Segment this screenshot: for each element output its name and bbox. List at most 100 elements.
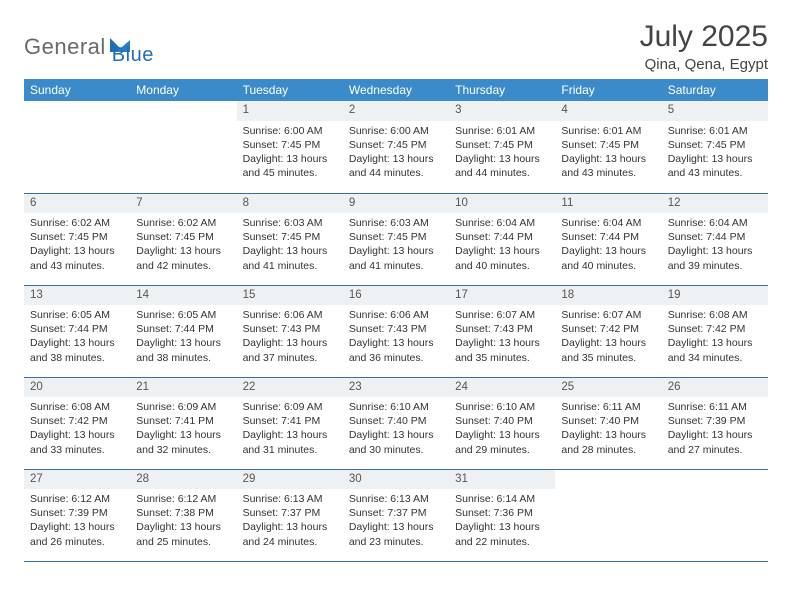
day-details: Sunrise: 6:06 AMSunset: 7:43 PMDaylight:… — [343, 305, 449, 369]
day-details: Sunrise: 6:07 AMSunset: 7:42 PMDaylight:… — [555, 305, 661, 369]
day-number: 21 — [130, 378, 236, 398]
day-number: 13 — [24, 286, 130, 306]
day-details: Sunrise: 6:03 AMSunset: 7:45 PMDaylight:… — [343, 213, 449, 277]
location: Qina, Qena, Egypt — [640, 56, 768, 73]
day-details: Sunrise: 6:04 AMSunset: 7:44 PMDaylight:… — [555, 213, 661, 277]
day-number: 16 — [343, 286, 449, 306]
day-number: 29 — [237, 470, 343, 490]
calendar-day-cell — [662, 469, 768, 561]
day-number: 4 — [555, 101, 661, 121]
day-details: Sunrise: 6:07 AMSunset: 7:43 PMDaylight:… — [449, 305, 555, 369]
calendar-week-row: 27Sunrise: 6:12 AMSunset: 7:39 PMDayligh… — [24, 469, 768, 561]
calendar-day-cell: 29Sunrise: 6:13 AMSunset: 7:37 PMDayligh… — [237, 469, 343, 561]
calendar-day-cell — [24, 101, 130, 193]
day-number: 9 — [343, 194, 449, 214]
day-details: Sunrise: 6:13 AMSunset: 7:37 PMDaylight:… — [237, 489, 343, 553]
calendar-day-cell: 26Sunrise: 6:11 AMSunset: 7:39 PMDayligh… — [662, 377, 768, 469]
day-details: Sunrise: 6:08 AMSunset: 7:42 PMDaylight:… — [24, 397, 130, 461]
day-details: Sunrise: 6:00 AMSunset: 7:45 PMDaylight:… — [343, 121, 449, 185]
day-header: Sunday — [24, 79, 130, 101]
day-number: 18 — [555, 286, 661, 306]
day-details: Sunrise: 6:06 AMSunset: 7:43 PMDaylight:… — [237, 305, 343, 369]
day-details: Sunrise: 6:12 AMSunset: 7:39 PMDaylight:… — [24, 489, 130, 553]
calendar-day-cell: 19Sunrise: 6:08 AMSunset: 7:42 PMDayligh… — [662, 285, 768, 377]
calendar-day-cell — [130, 101, 236, 193]
calendar-table: SundayMondayTuesdayWednesdayThursdayFrid… — [24, 79, 768, 562]
day-details: Sunrise: 6:10 AMSunset: 7:40 PMDaylight:… — [449, 397, 555, 461]
day-number: 14 — [130, 286, 236, 306]
page-title: July 2025 — [640, 20, 768, 54]
day-header-row: SundayMondayTuesdayWednesdayThursdayFrid… — [24, 79, 768, 101]
day-details: Sunrise: 6:04 AMSunset: 7:44 PMDaylight:… — [662, 213, 768, 277]
calendar-day-cell: 4Sunrise: 6:01 AMSunset: 7:45 PMDaylight… — [555, 101, 661, 193]
calendar-day-cell: 1Sunrise: 6:00 AMSunset: 7:45 PMDaylight… — [237, 101, 343, 193]
day-details: Sunrise: 6:01 AMSunset: 7:45 PMDaylight:… — [662, 121, 768, 185]
day-number: 10 — [449, 194, 555, 214]
day-number: 11 — [555, 194, 661, 214]
day-details: Sunrise: 6:02 AMSunset: 7:45 PMDaylight:… — [24, 213, 130, 277]
day-header: Wednesday — [343, 79, 449, 101]
day-details: Sunrise: 6:09 AMSunset: 7:41 PMDaylight:… — [237, 397, 343, 461]
day-number: 23 — [343, 378, 449, 398]
day-number: 19 — [662, 286, 768, 306]
calendar-day-cell: 23Sunrise: 6:10 AMSunset: 7:40 PMDayligh… — [343, 377, 449, 469]
calendar-day-cell: 2Sunrise: 6:00 AMSunset: 7:45 PMDaylight… — [343, 101, 449, 193]
calendar-day-cell: 27Sunrise: 6:12 AMSunset: 7:39 PMDayligh… — [24, 469, 130, 561]
calendar-day-cell: 17Sunrise: 6:07 AMSunset: 7:43 PMDayligh… — [449, 285, 555, 377]
day-number: 24 — [449, 378, 555, 398]
day-number: 12 — [662, 194, 768, 214]
calendar-day-cell: 31Sunrise: 6:14 AMSunset: 7:36 PMDayligh… — [449, 469, 555, 561]
day-header: Tuesday — [237, 79, 343, 101]
calendar-day-cell — [555, 469, 661, 561]
calendar-day-cell: 12Sunrise: 6:04 AMSunset: 7:44 PMDayligh… — [662, 193, 768, 285]
day-number: 1 — [237, 101, 343, 121]
logo-text-general: General — [24, 34, 106, 60]
day-details: Sunrise: 6:14 AMSunset: 7:36 PMDaylight:… — [449, 489, 555, 553]
calendar-day-cell: 21Sunrise: 6:09 AMSunset: 7:41 PMDayligh… — [130, 377, 236, 469]
day-number: 8 — [237, 194, 343, 214]
day-details: Sunrise: 6:05 AMSunset: 7:44 PMDaylight:… — [130, 305, 236, 369]
day-header: Monday — [130, 79, 236, 101]
day-number: 15 — [237, 286, 343, 306]
day-details: Sunrise: 6:05 AMSunset: 7:44 PMDaylight:… — [24, 305, 130, 369]
calendar-day-cell: 3Sunrise: 6:01 AMSunset: 7:45 PMDaylight… — [449, 101, 555, 193]
day-number: 7 — [130, 194, 236, 214]
day-number: 26 — [662, 378, 768, 398]
calendar-day-cell: 5Sunrise: 6:01 AMSunset: 7:45 PMDaylight… — [662, 101, 768, 193]
calendar-day-cell: 7Sunrise: 6:02 AMSunset: 7:45 PMDaylight… — [130, 193, 236, 285]
day-details: Sunrise: 6:09 AMSunset: 7:41 PMDaylight:… — [130, 397, 236, 461]
day-details: Sunrise: 6:13 AMSunset: 7:37 PMDaylight:… — [343, 489, 449, 553]
day-details: Sunrise: 6:03 AMSunset: 7:45 PMDaylight:… — [237, 213, 343, 277]
day-header: Friday — [555, 79, 661, 101]
day-details: Sunrise: 6:08 AMSunset: 7:42 PMDaylight:… — [662, 305, 768, 369]
day-number: 25 — [555, 378, 661, 398]
calendar-day-cell: 10Sunrise: 6:04 AMSunset: 7:44 PMDayligh… — [449, 193, 555, 285]
calendar-body: 1Sunrise: 6:00 AMSunset: 7:45 PMDaylight… — [24, 101, 768, 561]
day-number: 6 — [24, 194, 130, 214]
day-details: Sunrise: 6:10 AMSunset: 7:40 PMDaylight:… — [343, 397, 449, 461]
logo: General Blue — [24, 26, 154, 67]
calendar-head: SundayMondayTuesdayWednesdayThursdayFrid… — [24, 79, 768, 101]
calendar-day-cell: 20Sunrise: 6:08 AMSunset: 7:42 PMDayligh… — [24, 377, 130, 469]
day-number: 20 — [24, 378, 130, 398]
title-block: July 2025 Qina, Qena, Egypt — [640, 20, 768, 73]
calendar-day-cell: 11Sunrise: 6:04 AMSunset: 7:44 PMDayligh… — [555, 193, 661, 285]
calendar-day-cell: 9Sunrise: 6:03 AMSunset: 7:45 PMDaylight… — [343, 193, 449, 285]
calendar-day-cell: 6Sunrise: 6:02 AMSunset: 7:45 PMDaylight… — [24, 193, 130, 285]
calendar-page: General Blue July 2025 Qina, Qena, Egypt… — [0, 0, 792, 582]
calendar-week-row: 6Sunrise: 6:02 AMSunset: 7:45 PMDaylight… — [24, 193, 768, 285]
header: General Blue July 2025 Qina, Qena, Egypt — [24, 20, 768, 73]
logo-text-blue: Blue — [112, 44, 154, 67]
day-details: Sunrise: 6:01 AMSunset: 7:45 PMDaylight:… — [449, 121, 555, 185]
calendar-week-row: 13Sunrise: 6:05 AMSunset: 7:44 PMDayligh… — [24, 285, 768, 377]
day-number: 22 — [237, 378, 343, 398]
calendar-day-cell: 22Sunrise: 6:09 AMSunset: 7:41 PMDayligh… — [237, 377, 343, 469]
day-details: Sunrise: 6:01 AMSunset: 7:45 PMDaylight:… — [555, 121, 661, 185]
day-header: Saturday — [662, 79, 768, 101]
calendar-day-cell: 24Sunrise: 6:10 AMSunset: 7:40 PMDayligh… — [449, 377, 555, 469]
day-details: Sunrise: 6:02 AMSunset: 7:45 PMDaylight:… — [130, 213, 236, 277]
day-number: 5 — [662, 101, 768, 121]
calendar-day-cell: 8Sunrise: 6:03 AMSunset: 7:45 PMDaylight… — [237, 193, 343, 285]
day-number: 17 — [449, 286, 555, 306]
day-number: 28 — [130, 470, 236, 490]
